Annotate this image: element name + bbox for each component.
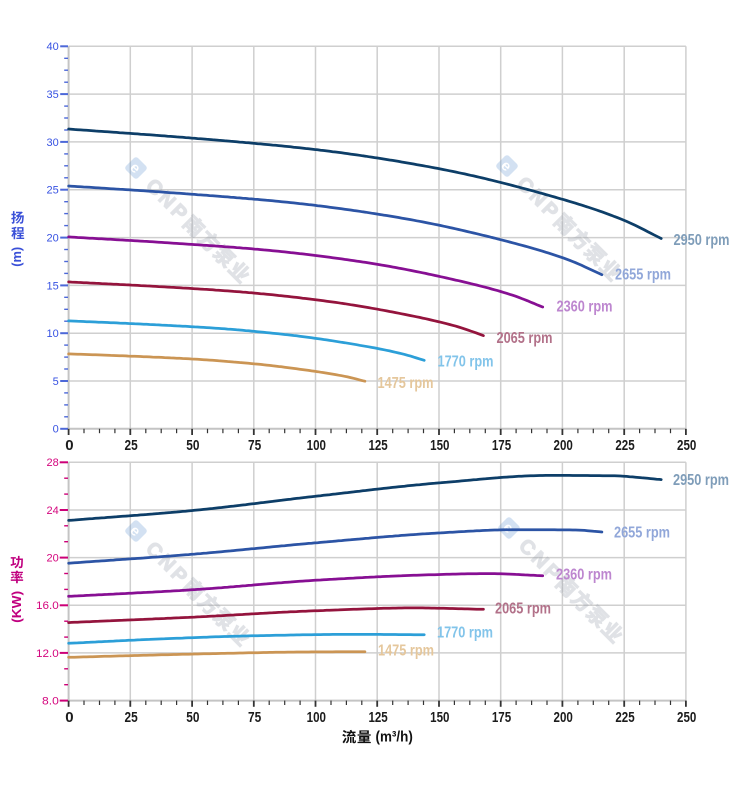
svg-text:250: 250 <box>677 437 696 454</box>
svg-text:10: 10 <box>47 328 59 340</box>
svg-text:1770 rpm: 1770 rpm <box>437 624 493 641</box>
svg-text:25: 25 <box>125 437 138 454</box>
svg-text:12.0: 12.0 <box>36 648 59 660</box>
svg-text:225: 225 <box>615 709 634 726</box>
svg-text:100: 100 <box>307 437 326 454</box>
svg-text:28: 28 <box>47 457 59 469</box>
svg-text:5: 5 <box>53 376 59 388</box>
svg-text:2655 rpm: 2655 rpm <box>614 525 670 542</box>
svg-text:225: 225 <box>615 437 634 454</box>
svg-text:40: 40 <box>47 41 59 53</box>
svg-text:24: 24 <box>47 505 59 517</box>
svg-text:150: 150 <box>430 437 449 454</box>
svg-text:(m³/h): (m³/h) <box>376 729 413 746</box>
svg-text:1475 rpm: 1475 rpm <box>378 642 434 659</box>
svg-text:30: 30 <box>47 137 59 149</box>
svg-text:16.0: 16.0 <box>36 600 59 612</box>
svg-text:50: 50 <box>186 437 199 454</box>
svg-text:2950 rpm: 2950 rpm <box>673 472 729 489</box>
svg-text:1475 rpm: 1475 rpm <box>378 375 434 392</box>
svg-text:20: 20 <box>47 233 59 245</box>
svg-text:200: 200 <box>554 709 573 726</box>
svg-text:175: 175 <box>492 437 511 454</box>
svg-text:2360 rpm: 2360 rpm <box>556 567 612 584</box>
svg-text:125: 125 <box>368 709 387 726</box>
svg-text:25: 25 <box>125 709 138 726</box>
svg-text:2065 rpm: 2065 rpm <box>497 330 553 347</box>
svg-text:25: 25 <box>47 185 59 197</box>
svg-text:2360 rpm: 2360 rpm <box>557 299 613 316</box>
svg-text:35: 35 <box>47 89 59 101</box>
svg-text:2950 rpm: 2950 rpm <box>674 232 730 249</box>
svg-text:125: 125 <box>368 437 387 454</box>
svg-text:20: 20 <box>47 553 59 565</box>
svg-text:50: 50 <box>186 709 199 726</box>
svg-text:2065 rpm: 2065 rpm <box>495 600 551 617</box>
svg-text:175: 175 <box>492 709 511 726</box>
svg-text:2655 rpm: 2655 rpm <box>615 267 671 284</box>
svg-text:150: 150 <box>430 709 449 726</box>
svg-text:15: 15 <box>47 280 59 292</box>
svg-text:75: 75 <box>248 437 261 454</box>
svg-text:8.0: 8.0 <box>42 696 59 708</box>
svg-text:(KW): (KW) <box>9 591 24 623</box>
svg-text:0: 0 <box>53 424 59 436</box>
svg-text:(m): (m) <box>10 247 24 267</box>
svg-text:100: 100 <box>307 709 326 726</box>
svg-text:75: 75 <box>248 709 261 726</box>
svg-text:0: 0 <box>65 709 73 726</box>
svg-text:1770 rpm: 1770 rpm <box>438 354 494 371</box>
svg-text:0: 0 <box>65 437 73 454</box>
svg-text:250: 250 <box>677 709 696 726</box>
svg-text:200: 200 <box>554 437 573 454</box>
